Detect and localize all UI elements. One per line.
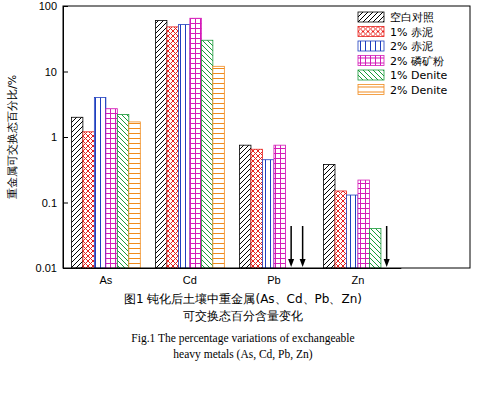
- y-tick: 0.01: [36, 262, 68, 274]
- legend-label: 2% 赤泥: [390, 40, 433, 53]
- bar: [346, 195, 357, 268]
- below-detection-arrow: [384, 226, 390, 267]
- bar: [369, 229, 380, 268]
- bar: [262, 160, 273, 268]
- caption: Fig.1 The percentage variations of excha…: [131, 332, 354, 345]
- legend-label: 空白对照: [390, 11, 434, 24]
- bar: [213, 66, 224, 268]
- legend-swatch: [358, 56, 384, 66]
- y-tick: 100: [39, 0, 68, 12]
- bar: [335, 191, 346, 268]
- y-tick: 10: [45, 66, 68, 78]
- bar: [83, 132, 94, 268]
- x-tick-label: As: [99, 274, 112, 286]
- bar: [274, 145, 285, 268]
- legend-entry: 空白对照: [358, 11, 434, 24]
- arrow-shaft: [302, 226, 304, 262]
- y-tick-label: 0.01: [36, 262, 57, 274]
- arrow-head: [300, 259, 306, 267]
- legend-label: 1% Denite: [390, 69, 448, 82]
- legend-swatch: [358, 85, 384, 95]
- bar: [239, 145, 250, 268]
- arrow-shaft: [290, 226, 292, 262]
- bar: [71, 117, 82, 268]
- caption: 图1 钝化后土壤中重金属(As、Cd、Pb、Zn): [124, 292, 362, 306]
- bar: [117, 115, 128, 268]
- legend-swatch: [358, 27, 384, 37]
- legend-swatch: [358, 70, 384, 80]
- x-tick-label: Cd: [183, 274, 197, 286]
- below-detection-arrow: [288, 226, 294, 267]
- legend-label: 2% Denite: [390, 84, 448, 97]
- x-axis: As Cd Pb Zn: [64, 268, 402, 286]
- bar: [155, 21, 166, 268]
- legend: 空白对照 1% 赤泥2% 赤泥 2% 磷矿粉1% Denite 2% Denite: [358, 11, 448, 97]
- bar: [167, 27, 178, 268]
- x-tick: Pb: [267, 268, 280, 286]
- y-tick: 0.1: [42, 197, 68, 209]
- x-tick-label: Zn: [352, 274, 365, 286]
- bar: [106, 109, 117, 268]
- legend-label: 1% 赤泥: [390, 26, 433, 39]
- plot-frame: [63, 6, 470, 268]
- plot-area: 0.01 0.1 1 10 100 As Cd Pb Zn 空白对照 1% 赤泥2% 赤泥 2% 磷矿…: [36, 0, 470, 286]
- caption: 可交换态百分含量变化: [183, 309, 303, 323]
- below-detection-arrow: [300, 226, 306, 267]
- legend-entry: 2% 赤泥: [358, 40, 433, 53]
- legend-swatch: [358, 12, 384, 22]
- bar: [358, 180, 369, 268]
- legend-label: 2% 磷矿粉: [390, 55, 444, 68]
- x-tick-label: Pb: [267, 274, 280, 286]
- chart: 0.01 0.1 1 10 100 As Cd Pb Zn 空白对照 1% 赤泥2% 赤泥 2% 磷矿…: [0, 0, 478, 405]
- arrow-head: [384, 259, 390, 267]
- x-tick: Cd: [183, 268, 197, 286]
- y-tick-label: 10: [45, 66, 57, 78]
- y-axis-title: 重金属可交换态百分比/%: [6, 75, 19, 199]
- legend-entry: 2% 磷矿粉: [358, 55, 444, 68]
- legend-entry: 2% Denite: [358, 84, 448, 97]
- legend-entry: 1% Denite: [358, 69, 448, 82]
- bar: [201, 40, 212, 268]
- bar: [324, 165, 335, 268]
- legend-swatch: [358, 41, 384, 51]
- arrow-head: [288, 259, 294, 267]
- y-tick-label: 1: [51, 131, 57, 143]
- arrow-shaft: [386, 226, 388, 262]
- bar: [94, 98, 105, 268]
- bar: [129, 122, 140, 268]
- bar: [190, 18, 201, 268]
- x-tick: As: [99, 268, 112, 286]
- y-tick: 1: [51, 131, 68, 143]
- bars: [71, 18, 389, 268]
- legend-entry: 1% 赤泥: [358, 26, 433, 39]
- y-tick-label: 0.1: [42, 197, 57, 209]
- caption: heavy metals (As, Cd, Pb, Zn): [173, 348, 312, 361]
- y-tick-mark: [63, 203, 68, 204]
- y-tick-mark: [63, 137, 68, 138]
- y-tick-mark: [63, 72, 68, 73]
- bar: [178, 25, 189, 268]
- x-axis-line: [64, 268, 402, 269]
- y-tick-mark: [63, 6, 68, 7]
- y-axis: 0.01 0.1 1 10 100: [36, 0, 68, 274]
- y-tick-label: 100: [39, 0, 57, 12]
- bar: [251, 149, 262, 268]
- x-tick: Zn: [352, 268, 365, 286]
